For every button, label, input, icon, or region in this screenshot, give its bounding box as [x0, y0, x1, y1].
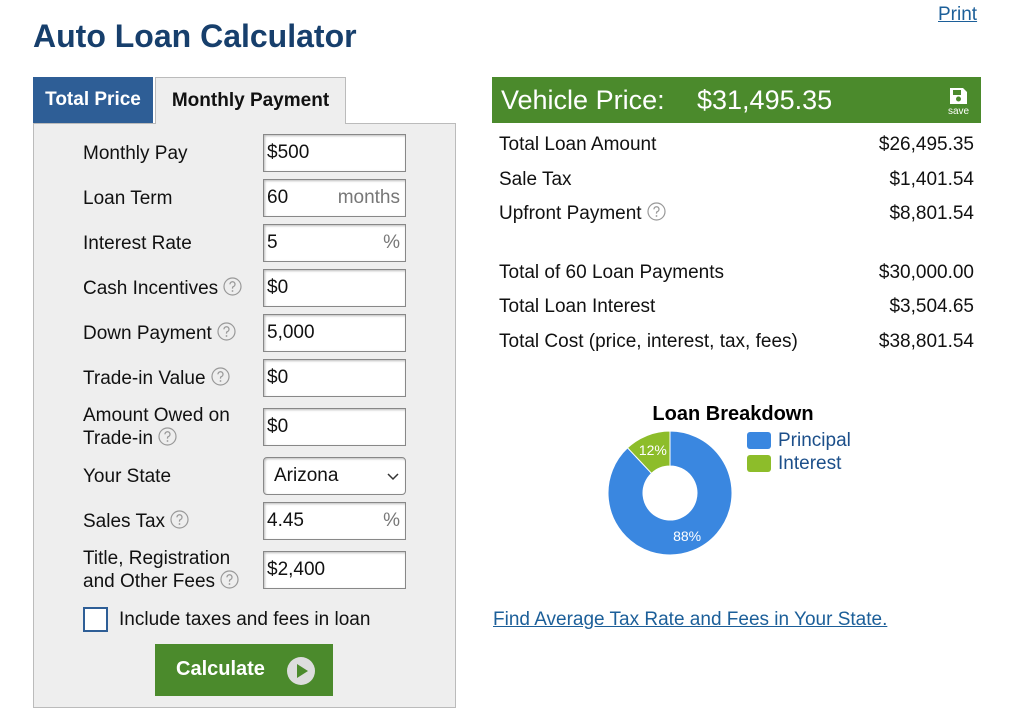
help-icon[interactable] — [158, 427, 177, 446]
field-label: Monthly Pay — [83, 129, 258, 177]
text-input[interactable]: $0 — [263, 359, 406, 397]
input-value: $2,400 — [267, 559, 326, 580]
input-value: 5 — [267, 232, 278, 253]
field-label: Cash Incentives — [83, 264, 258, 312]
field-label: Your State — [83, 452, 258, 500]
page-title: Auto Loan Calculator — [33, 18, 357, 54]
field-label: Trade-in Value — [83, 354, 258, 402]
help-icon[interactable] — [646, 202, 666, 221]
pie-slice — [607, 430, 733, 556]
field-label-text: Cash Incentives — [83, 276, 242, 300]
field-label-text: Sales Tax — [83, 509, 189, 533]
result-value: $30,000.00 — [878, 262, 974, 283]
input-unit: % — [383, 510, 400, 531]
tab[interactable]: Total Price — [33, 77, 153, 123]
text-input[interactable]: $2,400 — [263, 551, 406, 589]
input-value: $0 — [267, 367, 289, 388]
field-label-text: Title, Registration and Other Fees — [83, 547, 253, 593]
result-value: $3,504.65 — [889, 296, 974, 317]
text-input[interactable]: 5% — [263, 224, 406, 262]
legend-label: Principal — [778, 430, 851, 451]
save-icon[interactable] — [948, 87, 968, 105]
input-value: 4.45 — [267, 510, 304, 531]
chart-title: Loan Breakdown — [652, 403, 813, 425]
text-input[interactable]: 60 months — [263, 179, 406, 217]
tax-rate-link[interactable]: Find Average Tax Rate and Fees in Your S… — [493, 609, 888, 630]
result-label: Total Loan Interest — [499, 296, 656, 317]
text-input[interactable]: $500 — [263, 134, 406, 172]
result-value: $38,801.54 — [878, 331, 974, 352]
input-unit: months — [337, 187, 400, 208]
field-label-text: Your State — [83, 465, 172, 487]
help-icon[interactable] — [217, 321, 236, 341]
field-label-text: Monthly Pay — [83, 142, 188, 164]
text-input[interactable]: $0 — [263, 408, 406, 446]
legend-label: Interest — [778, 453, 842, 474]
result-value: $8,801.54 — [889, 203, 974, 224]
field-label-text: Interest Rate — [83, 232, 192, 254]
input-value: $0 — [267, 277, 289, 298]
field-label-text: Down Payment — [83, 321, 236, 345]
field-label: Amount Owed on Trade-in — [83, 403, 258, 451]
price-header: Vehicle Price: $31,495.35 save — [492, 77, 981, 123]
legend-swatch — [747, 432, 771, 449]
checkbox[interactable] — [83, 607, 108, 632]
legend-swatch — [747, 455, 771, 472]
result-value: $26,495.35 — [878, 134, 974, 155]
price-value: $31,495.35 — [697, 85, 833, 115]
field-label-text: Trade-in Value — [83, 366, 230, 390]
input-value: 60 — [267, 187, 289, 208]
field-label-text: Amount Owed on Trade-in — [83, 405, 230, 449]
help-icon[interactable] — [223, 276, 242, 296]
price-label: Vehicle Price: — [501, 85, 665, 115]
checkbox-label: Include taxes and fees in loan — [119, 609, 371, 630]
field-label: Interest Rate — [83, 219, 258, 267]
input-value: $0 — [267, 416, 289, 437]
help-icon[interactable] — [170, 509, 189, 529]
help-icon[interactable] — [210, 366, 230, 386]
print-link[interactable]: Print — [938, 4, 978, 25]
field-label: Title, Registration and Other Fees — [83, 546, 258, 594]
button-label: Calculate — [176, 658, 265, 680]
slice-label: 12% — [639, 442, 667, 458]
pie-slice — [626, 430, 671, 475]
field-label-text: Loan Term — [83, 187, 173, 209]
input-value: $500 — [267, 142, 310, 163]
result-label: Total Cost (price, interest, tax, fees) — [499, 331, 798, 352]
calculate-button[interactable]: Calculate — [155, 644, 333, 696]
help-icon[interactable] — [220, 570, 239, 589]
text-input[interactable]: 5,000 — [263, 314, 406, 352]
select-arrow — [387, 473, 399, 481]
field-label: Sales Tax — [83, 497, 258, 545]
input-value: 5,000 — [267, 322, 315, 343]
input-value: Arizona — [274, 465, 339, 486]
result-label: Sale Tax — [499, 169, 572, 190]
loan-breakdown-chart: Loan Breakdown 88% Principal 12% Interest — [607, 403, 851, 556]
field-label: Loan Term — [83, 174, 258, 222]
save-label[interactable]: save — [948, 106, 970, 117]
tab-active[interactable]: Monthly Payment — [155, 77, 346, 124]
result-value: $1,401.54 — [889, 169, 974, 190]
field-label: Down Payment — [83, 309, 258, 357]
slice-label: 88% — [673, 528, 701, 544]
text-input[interactable]: 4.45% — [263, 502, 406, 540]
input-unit: % — [383, 232, 400, 253]
text-input[interactable]: $0 — [263, 269, 406, 307]
result-label: Upfront Payment — [499, 202, 666, 225]
select[interactable]: Arizona — [263, 457, 406, 495]
play-icon — [287, 657, 315, 685]
result-label: Total Loan Amount — [499, 134, 657, 155]
result-label: Total of 60 Loan Payments — [499, 262, 724, 283]
